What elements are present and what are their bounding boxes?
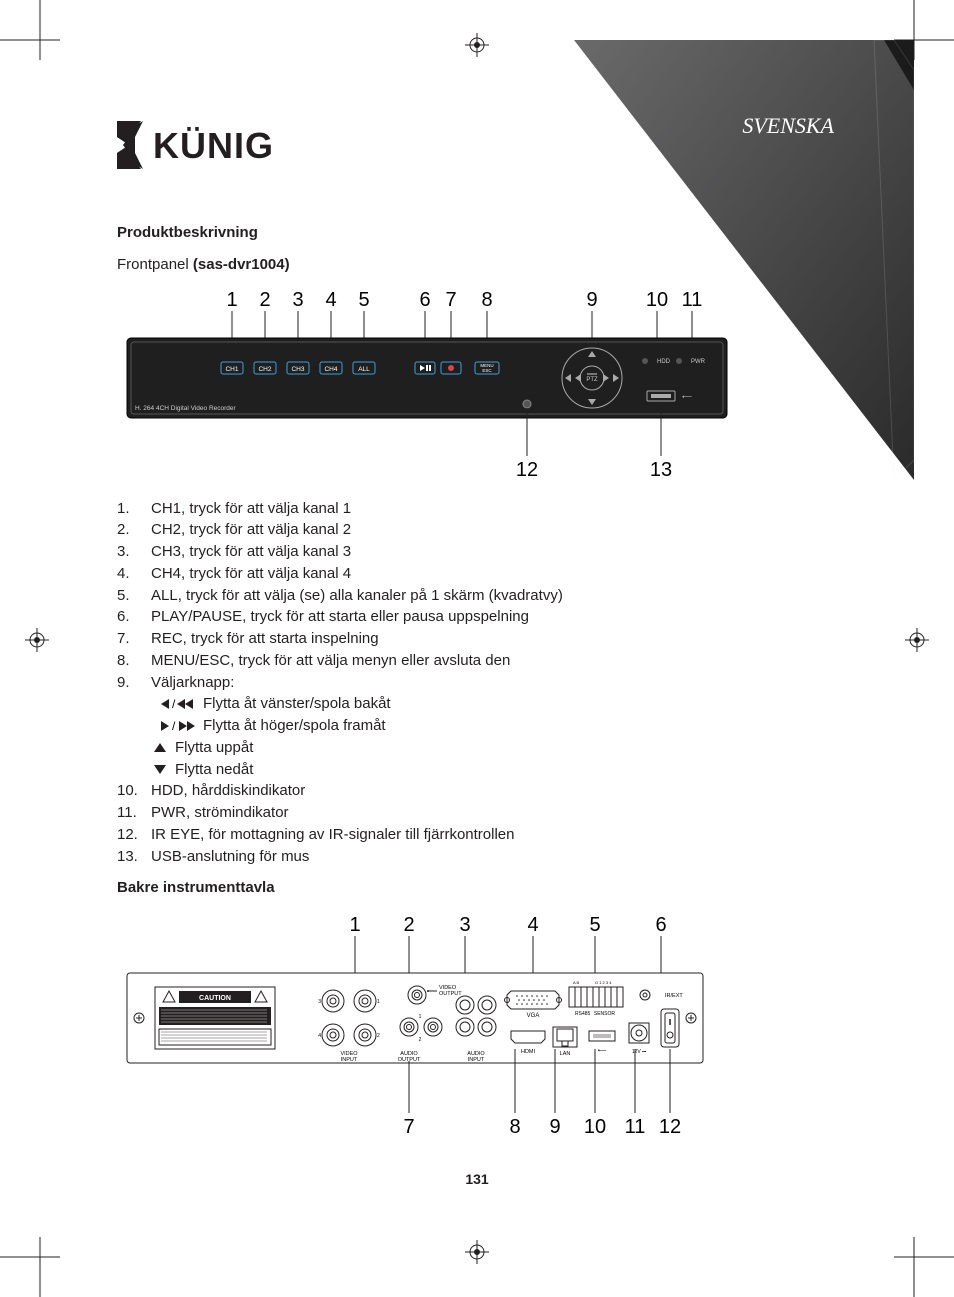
svg-text:⟵: ⟵: [598, 1048, 607, 1054]
list-item: 9.Väljarknapp:: [117, 672, 837, 694]
reg-mark-left: [25, 628, 49, 652]
list-item: 10.HDD, hårddiskindikator: [117, 780, 837, 802]
svg-text:2: 2: [403, 914, 414, 936]
fp-num-11: 11: [682, 289, 703, 311]
list-item: 2.CH2, tryck för att välja kanal 2: [117, 519, 837, 541]
svg-text:OUTPUT: OUTPUT: [439, 991, 462, 997]
front-panel-diagram: 1 2 3 4 5 6 7 8 9 10 11: [117, 286, 817, 486]
fp-num-10: 10: [646, 289, 668, 311]
svg-text:IR/EXT: IR/EXT: [665, 993, 683, 999]
svg-text:A B: A B: [573, 980, 580, 985]
fp-num-1: 1: [226, 289, 237, 311]
front-panel-list: 1.CH1, tryck för att välja kanal 1 2.CH2…: [117, 498, 837, 868]
list-item: 8.MENU/ESC, tryck för att välja menyn el…: [117, 650, 837, 672]
fp-num-4: 4: [325, 289, 336, 311]
list-item: 11.PWR, strömindikator: [117, 802, 837, 824]
fp-num-3: 3: [292, 289, 303, 311]
svg-text:SENSOR: SENSOR: [594, 1011, 616, 1017]
front-panel-prefix: Frontpanel: [117, 256, 193, 273]
brand-logo: KÜNIG: [117, 115, 347, 180]
svg-text:1: 1: [419, 1014, 422, 1020]
svg-text:1: 1: [377, 999, 380, 1005]
svg-text:3: 3: [318, 999, 321, 1005]
reg-mark-bottom: [465, 1240, 489, 1264]
svg-text:9: 9: [549, 1116, 560, 1138]
svg-text:INPUT: INPUT: [341, 1057, 358, 1063]
list-item: 12.IR EYE, för mottagning av IR-signaler…: [117, 824, 837, 846]
svg-text:RS485: RS485: [575, 1011, 591, 1017]
svg-text:CH4: CH4: [324, 366, 337, 373]
reg-mark-top: [465, 33, 489, 57]
svg-text:2: 2: [419, 1037, 422, 1043]
svg-text:CH1: CH1: [225, 366, 238, 373]
heading-rear-panel: Bakre instrumenttavla: [117, 877, 837, 899]
svg-text:/: /: [172, 697, 176, 711]
svg-text:ALL: ALL: [358, 366, 370, 373]
svg-text:13: 13: [650, 459, 672, 481]
svg-text:H. 264 4CH Digital Video Recor: H. 264 4CH Digital Video Recorder: [135, 405, 237, 412]
list-item: 4.CH4, tryck för att välja kanal 4: [117, 563, 837, 585]
fp-num-8: 8: [481, 289, 492, 311]
arrow-down-icon: [151, 762, 169, 776]
fp-num-9: 9: [586, 289, 597, 311]
arrow-left-icon: /: [151, 697, 197, 711]
svg-text:5: 5: [589, 914, 600, 936]
svg-text:2: 2: [377, 1033, 380, 1039]
svg-text:LAN: LAN: [560, 1051, 571, 1057]
list-item: 13.USB-anslutning för mus: [117, 846, 837, 868]
svg-text:8: 8: [509, 1116, 520, 1138]
language-label: SVENSKA: [742, 113, 834, 139]
list-item: 3.CH3, tryck för att välja kanal 3: [117, 541, 837, 563]
svg-text:3: 3: [459, 914, 470, 936]
fp-num-2: 2: [259, 289, 270, 311]
svg-text:1: 1: [349, 914, 360, 936]
arrow-right-icon: /: [151, 719, 197, 733]
svg-text:PWR: PWR: [691, 359, 706, 365]
svg-text:12V ⎓: 12V ⎓: [632, 1049, 646, 1055]
svg-text:12: 12: [659, 1116, 681, 1138]
svg-text:HDD: HDD: [657, 359, 671, 365]
svg-text:/: /: [172, 719, 176, 733]
page-number: 131: [0, 1171, 954, 1187]
svg-text:KÜNIG: KÜNIG: [153, 125, 274, 166]
svg-text:4: 4: [318, 1033, 321, 1039]
svg-text:HDMI: HDMI: [521, 1049, 536, 1055]
svg-text:CH2: CH2: [258, 366, 271, 373]
svg-text:7: 7: [403, 1116, 414, 1138]
rear-panel-diagram: 1 2 3 4 5 6 CAUTION: [117, 909, 817, 1139]
list-item: 5.ALL, tryck för att välja (se) alla kan…: [117, 585, 837, 607]
svg-text:CAUTION: CAUTION: [199, 995, 231, 1002]
svg-text:INPUT: INPUT: [468, 1057, 485, 1063]
list-item: 6.PLAY/PAUSE, tryck för att starta eller…: [117, 606, 837, 628]
fp-num-5: 5: [358, 289, 369, 311]
svg-text:⟵: ⟵: [682, 394, 692, 401]
fp-num-6: 6: [419, 289, 430, 311]
selector-sublist: / Flytta åt vänster/spola bakåt / Flytta…: [117, 693, 837, 780]
svg-text:CH3: CH3: [291, 366, 304, 373]
arrow-up-icon: [151, 741, 169, 755]
svg-text:G 1 2 3 4: G 1 2 3 4: [595, 980, 612, 985]
reg-mark-right: [905, 628, 929, 652]
svg-text:6: 6: [655, 914, 666, 936]
svg-text:12: 12: [516, 459, 538, 481]
svg-text:11: 11: [625, 1116, 646, 1138]
svg-text:VGA: VGA: [527, 1013, 540, 1019]
svg-text:ESC: ESC: [482, 368, 492, 373]
list-item: 7.REC, tryck för att starta inspelning: [117, 628, 837, 650]
fp-num-7: 7: [445, 289, 456, 311]
front-panel-model: (sas-dvr1004): [193, 256, 290, 273]
heading-front-panel: Frontpanel (sas-dvr1004): [117, 254, 837, 276]
heading-product-description: Produktbeskrivning: [117, 222, 837, 244]
list-item: 1.CH1, tryck för att välja kanal 1: [117, 498, 837, 520]
svg-text:4: 4: [527, 914, 538, 936]
svg-text:10: 10: [584, 1116, 606, 1138]
